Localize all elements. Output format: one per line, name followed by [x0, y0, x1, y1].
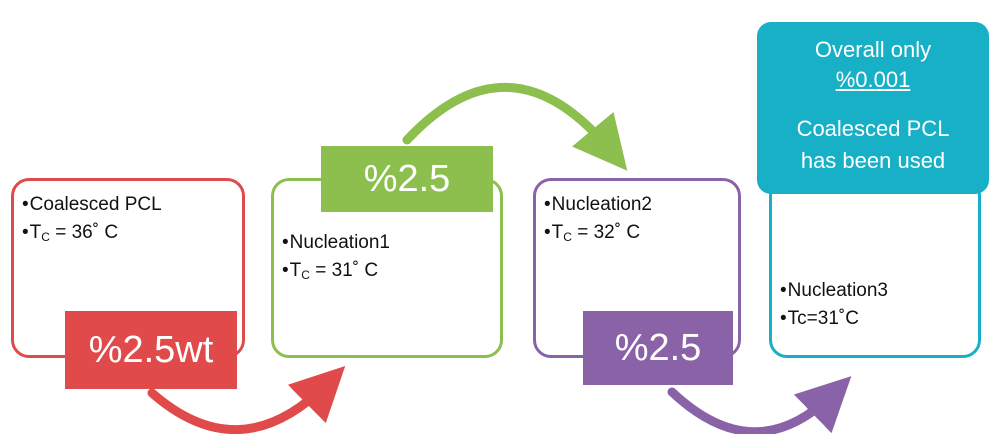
tag-label: %2.5: [614, 326, 702, 369]
list-item: •Nucleation3: [780, 280, 888, 301]
step-nucleation3-box: •Nucleation3 •Tc=31˚C: [769, 178, 981, 358]
step-nucleation2-list: •Nucleation2 •TC = 32˚ C: [544, 191, 652, 251]
note-line-3: Coalesced PCL: [796, 116, 950, 141]
list-item: •TC = 36˚ C: [22, 222, 119, 244]
arrow-purple: [667, 376, 852, 434]
note-line-4: has been used: [800, 148, 946, 173]
overall-note-box: Overall only %0.001 Coalesced PCL has be…: [757, 22, 989, 194]
tag-label: %2.5wt: [88, 328, 214, 371]
list-item: •Nucleation1: [282, 232, 390, 253]
note-line-1: Overall only: [814, 37, 932, 62]
step-nucleation1-list: •Nucleation1 •TC = 31˚ C: [282, 229, 390, 289]
step-nucleation3-list: •Nucleation3 •Tc=31˚C: [780, 277, 888, 333]
step-nucleation2-tag: %2.5: [583, 311, 733, 385]
list-item: •Nucleation2: [544, 194, 652, 215]
step-nucleation1-tag: %2.5: [321, 146, 493, 212]
list-item: •TC = 32˚ C: [544, 222, 641, 244]
step-coalesced-pcl-list: •Coalesced PCL •TC = 36˚ C: [22, 191, 162, 251]
list-item: •Coalesced PCL: [22, 194, 162, 215]
step-coalesced-pcl-tag: %2.5wt: [65, 311, 237, 389]
note-amount: %0.001: [835, 67, 911, 92]
arrow-red: [147, 366, 346, 434]
tag-label: %2.5: [363, 157, 451, 200]
list-item: •Tc=31˚C: [780, 308, 859, 329]
arrow-green: [402, 82, 628, 171]
list-item: •TC = 31˚ C: [282, 260, 379, 282]
